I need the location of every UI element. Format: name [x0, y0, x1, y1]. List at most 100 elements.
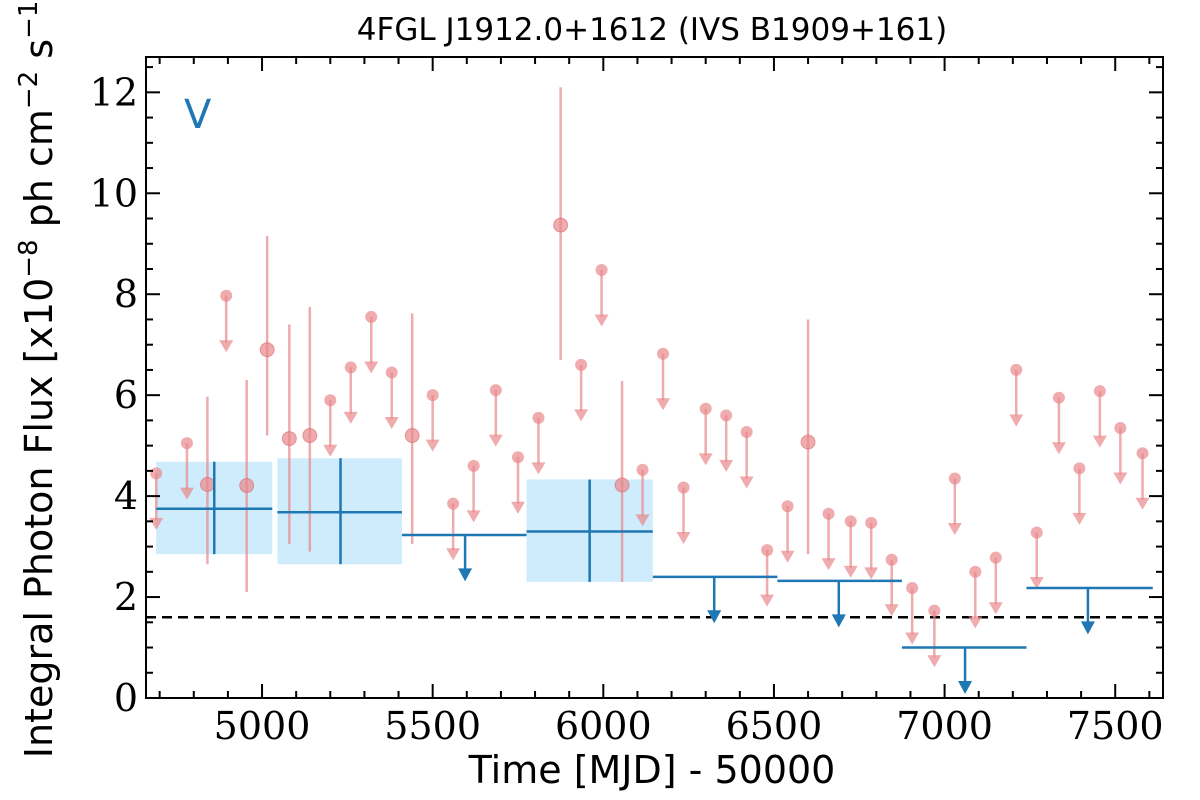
fine-upper-limit-marker	[344, 361, 357, 374]
fine-upper-limit-marker	[511, 451, 524, 464]
fine-upper-limit-marker	[906, 581, 919, 594]
fine-upper-limit-arrow	[905, 632, 920, 645]
y-tick-label: 10	[90, 171, 138, 215]
fine-upper-limit-marker	[220, 289, 233, 302]
fine-upper-limit-marker	[761, 544, 774, 557]
x-tick-label: 7000	[896, 704, 993, 748]
fine-upper-limit-arrow	[219, 340, 234, 353]
fine-upper-limit-marker	[595, 263, 608, 276]
fine-upper-limit-marker	[467, 459, 480, 472]
fine-upper-limit-arrow	[574, 409, 589, 422]
fine-data-point	[199, 477, 215, 493]
fine-data-point	[404, 428, 420, 444]
fine-upper-limit-marker	[1052, 391, 1065, 404]
fine-upper-limit-arrow	[531, 462, 546, 475]
fine-upper-limit-arrow	[510, 501, 525, 514]
fine-upper-limit-marker	[885, 553, 898, 566]
fine-upper-limit-arrow	[179, 487, 194, 500]
fine-upper-limit-marker	[948, 472, 961, 485]
fine-upper-limit-marker	[180, 437, 193, 450]
x-tick-label: 5500	[384, 704, 481, 748]
fine-upper-limit-marker	[781, 500, 794, 513]
fine-upper-limit-arrow	[343, 411, 358, 424]
fine-upper-limit-marker	[740, 426, 753, 439]
fine-upper-limit-marker	[844, 515, 857, 528]
fine-data-point	[302, 428, 318, 444]
fine-upper-limit-arrow	[594, 314, 609, 327]
fine-upper-limit-arrow	[425, 439, 440, 452]
fine-upper-limit-arrow	[676, 532, 691, 545]
fine-upper-limit-marker	[385, 366, 398, 379]
fine-upper-limit-marker	[365, 310, 378, 323]
fine-upper-limit-marker	[1136, 447, 1149, 460]
panel-label: V	[184, 92, 212, 138]
fine-upper-limit-marker	[324, 394, 337, 407]
x-tick-label: 6500	[726, 704, 823, 748]
fine-upper-limit-marker	[720, 409, 733, 422]
fine-upper-limit-arrow	[384, 416, 399, 429]
fine-data-point	[800, 434, 816, 450]
fine-upper-limit-marker	[575, 358, 588, 371]
coarse-upper-limit-arrow	[458, 568, 473, 582]
fine-upper-limit-arrow	[947, 522, 962, 535]
fine-upper-limit-marker	[150, 467, 163, 480]
fine-upper-limit-marker	[489, 384, 502, 397]
fine-upper-limit-marker	[447, 497, 460, 510]
fine-data-point	[281, 431, 297, 447]
fine-upper-limit-marker	[969, 565, 982, 578]
fine-upper-limit-marker	[1093, 385, 1106, 398]
y-tick-label: 4	[114, 474, 138, 518]
fine-upper-limit-marker	[1010, 363, 1023, 376]
coarse-upper-limit-arrow	[958, 680, 973, 694]
y-tick-label: 8	[114, 272, 138, 316]
fine-upper-limit-arrow	[1051, 442, 1066, 455]
chart-title: 4FGL J1912.0+1612 (IVS B1909+161)	[357, 12, 947, 48]
fine-upper-limit-marker	[865, 516, 878, 529]
fine-upper-limit-arrow	[843, 565, 858, 578]
y-tick-label: 6	[114, 373, 138, 417]
fine-upper-limit-arrow	[1113, 472, 1128, 485]
coarse-upper-limit-arrow	[707, 610, 722, 624]
plot-frame	[145, 56, 1164, 699]
fine-upper-limit-marker	[1073, 462, 1086, 475]
fine-upper-limit-arrow	[635, 514, 650, 527]
fine-upper-limit-marker	[1030, 526, 1043, 539]
fine-upper-limit-arrow	[1072, 512, 1087, 525]
fine-upper-limit-marker	[677, 481, 690, 494]
fine-upper-limit-arrow	[488, 434, 503, 447]
fine-data-point	[553, 217, 569, 233]
y-tick-label: 0	[114, 676, 138, 720]
fine-upper-limit-marker	[822, 507, 835, 520]
fine-upper-limit-arrow	[656, 398, 671, 411]
fine-upper-limit-arrow	[739, 476, 754, 489]
fine-upper-limit-arrow	[821, 558, 836, 571]
x-axis-label: Time [MJD] - 50000	[468, 748, 836, 792]
x-tick-label: 6000	[555, 704, 652, 748]
fine-upper-limit-arrow	[884, 604, 899, 617]
x-tick-label: 7500	[1067, 704, 1164, 748]
fine-upper-limit-arrow	[988, 602, 1003, 615]
y-tick-label: 12	[90, 70, 138, 114]
coarse-upper-limit-arrow	[1080, 621, 1095, 635]
fine-upper-limit-arrow	[1009, 414, 1024, 427]
plot-area: 5000 5500 6000 6500 7000 7500 0 2 4 6 8 10 12	[90, 56, 1164, 748]
fine-upper-limit-arrow	[927, 655, 942, 668]
fine-upper-limit-arrow	[466, 510, 481, 523]
x-tick-label: 5000	[214, 704, 311, 748]
fine-upper-limit-marker	[989, 551, 1002, 564]
fine-upper-limit-arrow	[1135, 497, 1150, 510]
fine-upper-limit-arrow	[760, 594, 775, 607]
fine-upper-limit-arrow	[864, 567, 879, 580]
fine-upper-limit-arrow	[446, 548, 461, 561]
fine-upper-limit-marker	[636, 463, 649, 476]
fine-upper-limit-arrow	[698, 453, 713, 466]
fine-upper-limit-marker	[426, 389, 439, 402]
fine-data-point	[239, 478, 255, 494]
fine-upper-limit-arrow	[364, 361, 379, 374]
fine-upper-limit-arrow	[1092, 435, 1107, 448]
fine-upper-limit-marker	[928, 604, 941, 617]
fine-upper-limit-arrow	[1029, 576, 1044, 589]
y-tick-label: 2	[114, 575, 138, 619]
fine-upper-limit-marker	[1114, 421, 1127, 434]
